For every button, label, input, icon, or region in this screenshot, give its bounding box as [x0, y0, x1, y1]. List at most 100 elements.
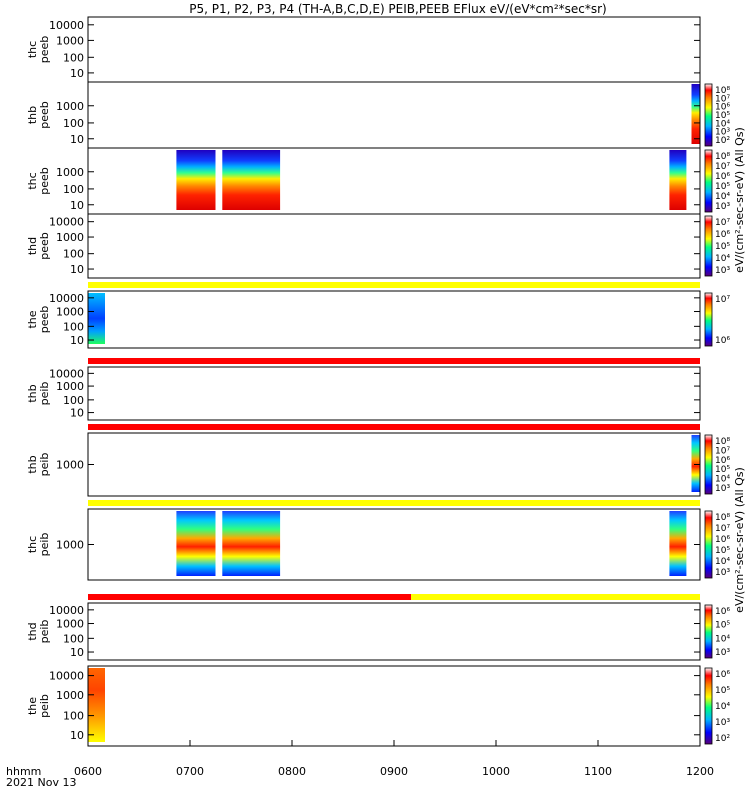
y-tick-label: 10000 — [49, 216, 84, 229]
colorbar-tick-label: 10⁴ — [715, 702, 730, 712]
colorbar-tick-label: 10⁵ — [715, 182, 730, 192]
panel-frame — [87, 81, 701, 149]
panel-instrument-label: peeb — [38, 306, 51, 334]
colorbar — [704, 434, 713, 495]
spectrogram-block — [176, 150, 216, 210]
panel-instrument-label: peeb — [38, 167, 51, 195]
colorbar-tick-label: 10³ — [715, 266, 730, 276]
panel-probe-label: thd — [26, 237, 39, 255]
panel-instrument-label: peib — [38, 533, 51, 557]
y-tick-label: 10 — [70, 334, 84, 347]
y-tick-label: 10000 — [49, 670, 84, 683]
panel-thd-peeb: 10000 1000 100 10 thd peeb 10⁷ 10⁶ 10⁵ 10⁴ 10³ — [26, 213, 730, 279]
y-tick-label: 100 — [63, 248, 84, 261]
panel-probe-label: thd — [26, 622, 39, 640]
colorbar-tick-label: 10⁷ — [715, 162, 730, 172]
panel-frame — [87, 366, 701, 421]
y-tick-label: 100 — [63, 320, 84, 333]
colorbar-tick-label: 10⁴ — [715, 254, 730, 264]
colorbar-tick-label: 10⁶ — [715, 230, 730, 240]
y-tick-label: 1000 — [56, 231, 84, 244]
spectrogram-block — [88, 668, 105, 742]
panel-instrument-label: peib — [38, 694, 51, 718]
colorbar-tick-label: 10⁵ — [715, 621, 730, 631]
panel-instrument-label: peeb — [38, 232, 51, 260]
x-tick-label: 0800 — [278, 765, 306, 778]
x-tick-label: 1000 — [482, 765, 510, 778]
spectrogram-block — [669, 150, 687, 210]
colorbar-tick-label: 10³ — [715, 568, 730, 578]
colorbar-tick-label: 10⁴ — [715, 475, 730, 485]
colorbar-tick-label: 10⁶ — [715, 456, 730, 466]
y-tick-label: 10000 — [49, 19, 84, 32]
y-tick-label: 1000 — [56, 539, 84, 552]
y-tick-label: 10 — [70, 263, 84, 276]
colorbar — [704, 215, 713, 277]
panel-frame — [87, 213, 701, 279]
x-axis-label: hhmm — [6, 765, 41, 778]
colorbar-tick-label: 10³ — [715, 648, 730, 658]
colorbar-tick-label: 10⁴ — [715, 557, 730, 567]
panel-the-peib: 10000 1000 100 10 the peib 10⁶ 10⁵ 10⁴ 10³ 10² — [26, 665, 730, 747]
spectrogram-block — [691, 84, 700, 144]
x-tick-label: 1100 — [584, 765, 612, 778]
colorbar-tick-label: 10⁷ — [715, 446, 730, 456]
y-tick-label: 1000 — [56, 380, 84, 393]
spectrogram-block — [691, 435, 700, 492]
colorbar-tick-label: 10⁵ — [715, 465, 730, 475]
colorbar-unit-label-2: eV/(cm²-sec-sr-eV) (All Qs) — [733, 467, 746, 613]
colorbar-tick-label: 10³ — [715, 128, 730, 138]
y-tick-label: 10 — [70, 67, 84, 80]
panel-probe-label: thb — [26, 106, 39, 124]
x-tick-label: 0700 — [176, 765, 204, 778]
y-tick-label: 1000 — [56, 34, 84, 47]
panel-instrument-label: peib — [38, 453, 51, 477]
y-tick-label: 10 — [70, 407, 84, 420]
spectrogram-block — [176, 511, 216, 576]
colorbar-tick-label: 10³ — [715, 202, 730, 212]
colorbar-tick-label: 10⁷ — [715, 524, 730, 534]
status-bar-segment — [88, 594, 411, 600]
y-tick-label: 1000 — [56, 618, 84, 631]
y-tick-label: 10 — [70, 729, 84, 742]
y-tick-label: 1000 — [56, 100, 84, 113]
colorbar-tick-label: 10⁷ — [715, 295, 730, 305]
status-bar — [88, 358, 700, 364]
colorbar — [704, 83, 713, 147]
spectrogram-block — [222, 150, 281, 210]
spectrogram-block — [88, 293, 105, 344]
colorbar-tick-label: 10³ — [715, 718, 730, 728]
panel-instrument-label: peeb — [38, 36, 51, 64]
colorbar-tick-label: 10⁴ — [715, 192, 730, 202]
colorbar-tick-label: 10³ — [715, 484, 730, 494]
panel-instrument-label: peeb — [38, 101, 51, 129]
colorbar-tick-label: 10⁸ — [715, 513, 730, 523]
status-bar — [88, 424, 700, 430]
panel-probe-label: thc — [26, 172, 39, 189]
colorbar — [704, 667, 713, 745]
colorbar — [704, 149, 713, 213]
panel-instrument-label: peib — [38, 620, 51, 644]
colorbar — [704, 604, 713, 659]
status-bar — [88, 500, 700, 506]
colorbar-tick-label: 10⁶ — [715, 103, 730, 113]
x-tick-label: 0900 — [380, 765, 408, 778]
colorbar-tick-label: 10⁸ — [715, 152, 730, 162]
y-tick-label: 100 — [63, 394, 84, 407]
spectrogram-block — [222, 511, 281, 576]
y-tick-label: 10000 — [49, 367, 84, 380]
y-tick-label: 1000 — [56, 689, 84, 702]
x-axis: 0600 0700 0800 0900 1000 1100 1200 — [74, 740, 714, 778]
colorbar-tick-label: 10⁷ — [715, 218, 730, 228]
panel-probe-label: thc — [26, 41, 39, 58]
y-tick-label: 10 — [70, 199, 84, 212]
y-tick-label: 1000 — [56, 166, 84, 179]
